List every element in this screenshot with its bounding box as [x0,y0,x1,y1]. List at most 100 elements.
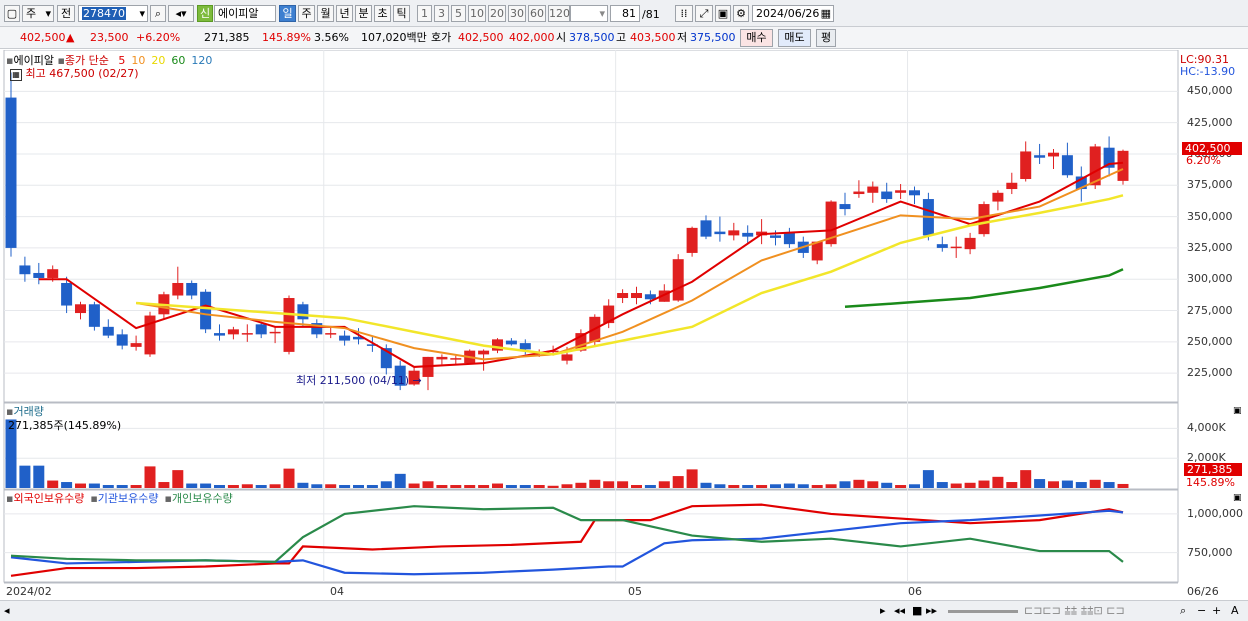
stop-icon[interactable]: ■ [912,604,923,617]
tick-button-0[interactable]: 1 [417,5,432,22]
calendar-icon[interactable]: ▦ [10,69,22,81]
candle-down [394,365,406,386]
candle-up [950,246,962,249]
volume-bar [936,482,948,488]
zoom-icon[interactable]: ⌕ [1180,604,1187,617]
grid-icon[interactable]: ⁞⁞ [675,5,693,22]
volume-bar [1061,480,1073,488]
chart-type-icon[interactable]: ▢ [4,5,20,22]
rewind-icon[interactable]: ◂◂ [894,604,906,617]
count-total: /81 [642,8,660,21]
period-button-1[interactable]: 주 [298,5,315,22]
extra-select[interactable]: ▾ [570,5,608,22]
tick-button-1[interactable]: 3 [434,5,449,22]
tick-button-6[interactable]: 60 [528,5,546,22]
chevron-down-icon: ▾ [139,7,145,20]
volume-tick-label: 2,000K [1187,451,1226,465]
period-type-select[interactable]: 주 ▾ [22,5,54,22]
sell-button[interactable]: 매도 [778,29,811,47]
toolbar-tools-icon[interactable]: ⊏⊐⊏⊐ ⩲⩲ ⩲⩲⊡ ⊏⊐ [1024,604,1125,617]
ma20-line [136,194,1124,356]
price-value: 402,500 [20,31,66,44]
candle-up [992,192,1004,202]
font-size-icon[interactable]: A [1231,604,1239,617]
period-button-2[interactable]: 월 [317,5,334,22]
ma5-line [38,161,1124,368]
scroll-left-icon[interactable]: ◂ [4,604,10,617]
chart-area[interactable]: ▪에이피알 ▪종가 단순 5 10 20 60 120 ▦ 최고 467,500 (02… [0,50,1248,602]
tick-button-3[interactable]: 10 [468,5,486,22]
evaluate-button[interactable]: 평 [816,29,836,47]
line-tool-icon[interactable]: ⤢ [695,5,713,22]
volume-bar [770,484,781,488]
price-legend: ▪에이피알 ▪종가 단순 5 10 20 60 120 [6,54,212,67]
scroll-right-icon[interactable]: ▸ [880,604,886,617]
plus-icon[interactable]: + [1212,604,1222,617]
volume-bar [450,485,462,488]
volume-bar [1006,482,1018,488]
close-panel-icon[interactable]: ▣ [1233,493,1242,503]
speaker-icon[interactable]: ◂▾ [168,5,194,22]
gear-icon[interactable]: ⚙ [733,5,749,22]
volume-bar [895,485,907,488]
date-input[interactable]: 2024/06/26 ▦ [752,5,834,22]
price-tick-label: 225,000 [1187,366,1233,380]
holding-series-label: 개인보유수량 [171,492,233,505]
price-tick-label: 350,000 [1187,209,1233,223]
volume-bar [686,469,698,488]
ma-period-label: 60 [171,54,186,67]
stock-name-field[interactable]: 에이피알 [214,5,276,22]
low-note: 최저 211,500 (04/11) [296,374,410,387]
ask-label: 호가 [431,31,452,44]
volume-tick-label: 4,000K [1187,421,1226,435]
volume-bar [1103,482,1115,488]
volume-bar [339,485,351,488]
tick-button-2[interactable]: 5 [451,5,466,22]
price-tick-label: 250,000 [1187,334,1233,348]
candle-down [200,291,212,330]
candle-up [575,333,587,351]
tick-button-4[interactable]: 20 [488,5,506,22]
candle-up [1020,151,1032,180]
holding-series-label: 기관보유수량 [97,492,159,505]
volume-bar [533,485,545,488]
candle-up [617,293,629,299]
forward-icon[interactable]: ▸▸ [926,604,938,617]
volume-bar [950,483,962,488]
period-button-4[interactable]: 분 [355,5,372,22]
chart-svg[interactable] [0,50,1248,602]
volume-bar [5,419,17,488]
search-icon[interactable]: ⌕ [150,5,166,22]
candle-up [492,339,503,351]
prev-button[interactable]: 전 [57,5,75,22]
period-button-0[interactable]: 일 [279,5,296,22]
count-input[interactable]: 81 [610,5,640,22]
tick-button-7[interactable]: 120 [548,5,570,22]
holding-tick-label: 1,000,000 [1187,506,1243,520]
period-button-6[interactable]: 틱 [393,5,410,22]
buy-button[interactable]: 매수 [740,29,773,47]
period-button-3[interactable]: 년 [336,5,353,22]
candle-down [881,191,893,200]
holding-series-label: 외국인보유수량 [13,492,85,505]
volume-bar [978,480,990,488]
tick-button-5[interactable]: 30 [508,5,526,22]
stock-code-input[interactable]: 278470 ▾ [78,5,148,22]
volume-bar [658,481,670,488]
save-icon[interactable]: ▣ [715,5,731,22]
volume-bar [61,482,73,488]
holding-legend: ▪외국인보유수량 ▪기관보유수량 ▪개인보유수량 [6,492,239,505]
volume-bar [88,483,100,488]
volume-bar [1075,482,1087,488]
calendar-icon[interactable]: ▦ [820,7,831,20]
volume-bar [186,483,198,488]
close-panel-icon[interactable]: ▣ [1233,406,1242,416]
candle-up [1006,182,1018,190]
zoom-slider[interactable] [948,610,1018,613]
minus-icon[interactable]: − [1197,604,1207,617]
period-button-5[interactable]: 초 [374,5,391,22]
volume-bar [172,470,184,488]
volume-bar [366,485,378,488]
volume-bar [130,485,142,488]
